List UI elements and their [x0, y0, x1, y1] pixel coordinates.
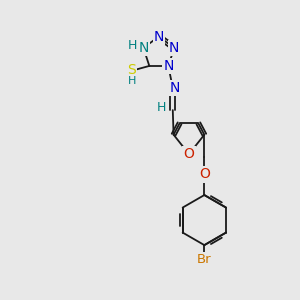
Text: O: O [184, 147, 194, 161]
Text: H: H [128, 76, 136, 86]
Text: N: N [170, 81, 180, 95]
Text: H: H [128, 39, 137, 52]
Text: O: O [199, 167, 210, 182]
Text: S: S [127, 63, 136, 77]
Text: N: N [154, 30, 164, 44]
Text: N: N [169, 41, 179, 55]
Text: N: N [138, 41, 148, 55]
Text: N: N [163, 59, 173, 73]
Text: Br: Br [197, 253, 212, 266]
Text: H: H [157, 101, 166, 114]
